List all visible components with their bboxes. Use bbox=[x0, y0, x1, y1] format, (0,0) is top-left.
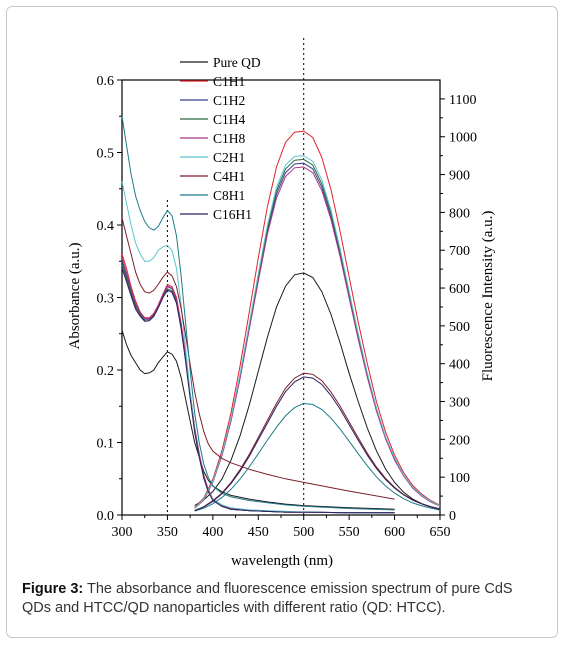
legend-label-c2h1: C2H1 bbox=[213, 150, 245, 165]
x-axis-label: wavelength (nm) bbox=[231, 553, 333, 569]
figure-frame bbox=[6, 6, 558, 638]
plot-area bbox=[166, 38, 305, 515]
absorbance-line-c8h1 bbox=[121, 116, 395, 511]
y-left-tick-label: 0.2 bbox=[97, 364, 115, 379]
absorbance-line-c2h1 bbox=[121, 181, 395, 514]
y-left-tick-label: 0.5 bbox=[97, 147, 115, 162]
y-right-tick-label: 300 bbox=[449, 396, 470, 411]
axes: 300 350 400 450 500 550 600 650 0.0 0.1 0.2 0.3 0.4 0… bbox=[97, 74, 478, 540]
y-right-tick-label: 1000 bbox=[449, 131, 477, 146]
y-right-tick-label: 200 bbox=[449, 433, 470, 448]
y-left-tick-label: 0.6 bbox=[97, 74, 115, 89]
x-tick-label: 350 bbox=[157, 525, 178, 540]
caption-label: Figure 3: bbox=[22, 581, 84, 597]
spectrum-chart: 300 350 400 450 500 550 600 650 0.0 0.1 0.2 0.3 0.4 0… bbox=[67, 38, 496, 569]
x-tick-label: 400 bbox=[202, 525, 223, 540]
y-left-tick-label: 0.4 bbox=[97, 219, 115, 234]
y-right-tick-label: 1100 bbox=[449, 93, 476, 108]
x-tick-label: 650 bbox=[430, 525, 451, 540]
figure-caption: Figure 3: The absorbance and fluorescenc… bbox=[22, 580, 542, 618]
absorbance-line-pure-qd bbox=[121, 329, 395, 510]
legend-label-c1h4: C1H4 bbox=[213, 112, 246, 127]
y-right-tick-label: 0 bbox=[449, 509, 456, 524]
legend-label-c1h2: C1H2 bbox=[213, 93, 245, 108]
legend-label-c8h1: C8H1 bbox=[213, 188, 245, 203]
fluorescence-line-c1h8 bbox=[194, 166, 441, 509]
x-tick-label: 450 bbox=[248, 525, 269, 540]
fluorescence-line-pure-qd bbox=[194, 272, 441, 510]
x-tick-label: 300 bbox=[112, 525, 133, 540]
y-left-tick-label: 0.3 bbox=[97, 292, 115, 307]
absorbance-line-c1h1 bbox=[121, 253, 395, 514]
absorbance-line-c1h8 bbox=[121, 257, 395, 514]
x-tick-label: 600 bbox=[384, 525, 405, 540]
absorbance-line-c16h1 bbox=[121, 268, 395, 514]
y-right-tick-label: 100 bbox=[449, 471, 470, 486]
legend-label-c4h1: C4H1 bbox=[213, 169, 245, 184]
y-left-tick-label: 0.1 bbox=[97, 437, 115, 452]
legend-label-c1h1: C1H1 bbox=[213, 74, 245, 89]
fluorescence-line-c8h1 bbox=[194, 402, 441, 512]
fluorescence-line-c4h1 bbox=[194, 372, 441, 511]
x-tick-label: 550 bbox=[339, 525, 360, 540]
legend-label-c1h8: C1H8 bbox=[213, 131, 246, 146]
y-right-tick-label: 900 bbox=[449, 169, 470, 184]
legend: Pure QD C1H1 C1H2 C1H4 C1H8 C2H1 C4H1 C8H1 C16H1 bbox=[180, 55, 261, 222]
fluorescence-line-c16h1 bbox=[194, 376, 441, 511]
y-right-tick-label: 700 bbox=[449, 244, 470, 259]
legend-label-pure-qd: Pure QD bbox=[213, 55, 261, 70]
y-right-tick-label: 400 bbox=[449, 358, 470, 373]
y-axis-right-label: Fluorescence Intensity (a.u.) bbox=[480, 211, 496, 382]
fluorescence-line-c2h1 bbox=[194, 155, 441, 509]
legend-label-c16h1: C16H1 bbox=[213, 207, 252, 222]
x-tick-label: 500 bbox=[293, 525, 314, 540]
caption-text: The absorbance and fluorescence emission… bbox=[22, 581, 513, 616]
fluorescence-line-c1h1 bbox=[194, 130, 441, 508]
series-lines bbox=[121, 116, 441, 514]
absorbance-line-c4h1 bbox=[121, 217, 395, 500]
y-left-tick-label: 0.0 bbox=[97, 509, 115, 524]
y-right-tick-label: 600 bbox=[449, 282, 470, 297]
y-axis-left-label: Absorbance (a.u.) bbox=[67, 242, 83, 349]
y-right-tick-label: 800 bbox=[449, 206, 470, 221]
y-right-tick-label: 500 bbox=[449, 320, 470, 335]
